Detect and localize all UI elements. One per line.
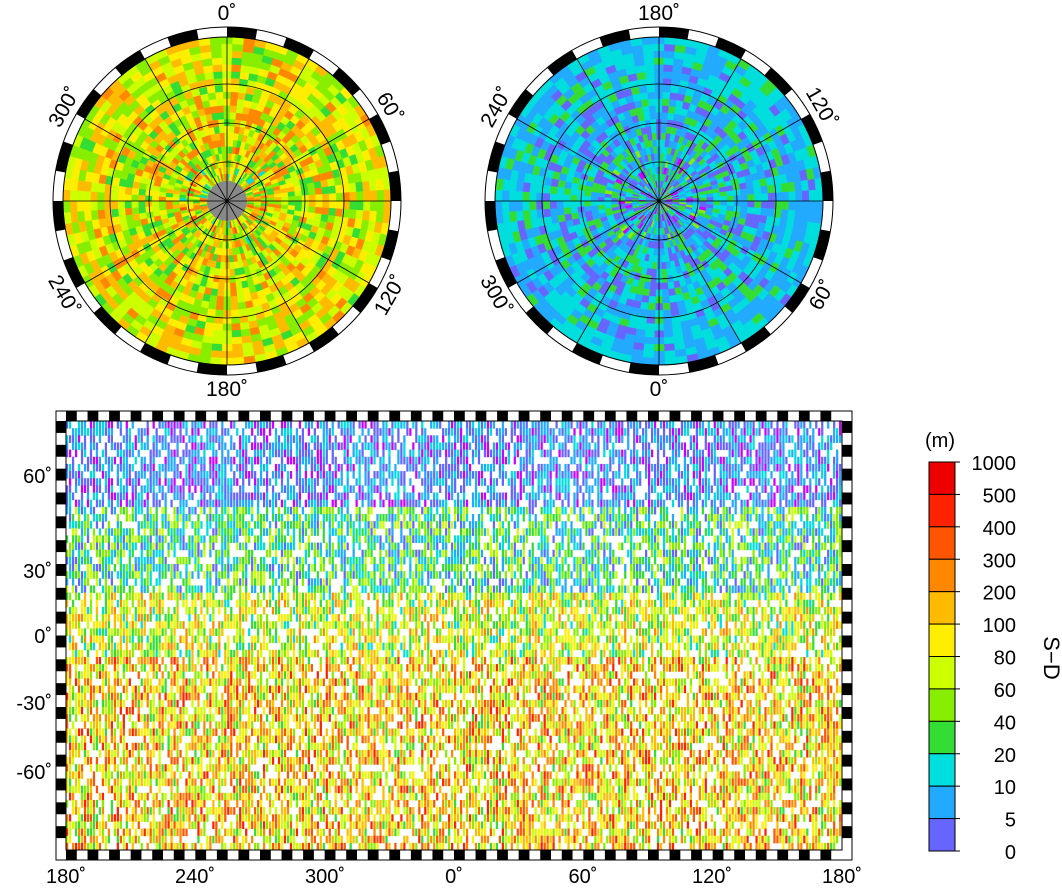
colorbar-swatch: [928, 623, 956, 657]
global-x-tick-label: 60˚: [569, 866, 598, 888]
colorbar-swatch: [928, 656, 956, 690]
colorbar: (m) 1000 500 400 300 200 100 80 60 40 20 10 5 0 S−D: [925, 430, 1062, 864]
global-x-tick-label: 180˚: [822, 866, 862, 888]
global-map-y-tick-labels: 60˚ 30˚ 0˚ -30˚ -60˚: [16, 466, 52, 784]
colorbar-swatch: [928, 591, 956, 625]
frame-tick: [352, 283, 378, 313]
frame-tick: [485, 201, 498, 232]
frame-tick: [369, 114, 391, 145]
colorbar-tick-label: 80: [994, 648, 1016, 670]
frame-tick: [784, 283, 810, 313]
polar-longitude-label: 180˚: [206, 378, 248, 401]
frame-tick: [255, 355, 287, 373]
frame-tick: [167, 29, 199, 47]
polar-longitude-label: 180˚: [638, 2, 680, 25]
frame-tick: [283, 37, 314, 59]
north-polar-graticule: [62, 36, 392, 366]
colorbar-tick-label: 500: [983, 485, 1016, 507]
frame-tick: [764, 67, 793, 96]
colorbar-tick-label: 60: [994, 680, 1016, 702]
frame-tick: [820, 170, 833, 201]
frame-tick: [813, 229, 831, 261]
colorbar-swatch: [928, 688, 956, 722]
north-polar-map[interactable]: 0˚60˚120˚180˚240˚300˚: [43, 2, 410, 401]
frame-tick: [388, 170, 401, 201]
colorbar-swatch: [928, 785, 956, 820]
frame-tick: [572, 343, 603, 365]
frame-tick: [628, 362, 659, 375]
frame-tick: [508, 89, 534, 119]
frame-tick: [309, 326, 339, 352]
global-x-tick-label: 0˚: [445, 866, 463, 888]
global-x-tick-label: 120˚: [692, 866, 732, 888]
frame-tick: [196, 362, 227, 375]
global-map-x-tick-labels: 180˚ 240˚ 300˚ 0˚ 60˚ 120˚ 180˚: [46, 866, 862, 888]
frame-tick: [140, 343, 171, 365]
south-polar-graticule: [494, 36, 824, 366]
global-y-tick-label: 30˚: [23, 561, 52, 583]
colorbar-tick-label: 20: [994, 745, 1016, 767]
frame-tick: [715, 37, 746, 59]
frame-tick: [687, 355, 719, 373]
colorbar-tick-label: 0: [1005, 842, 1016, 864]
colorbar-swatches: [928, 461, 956, 852]
frame-tick: [381, 229, 399, 261]
frame-tick: [547, 50, 577, 76]
global-map-heatmap: [66, 421, 842, 850]
frame-tick: [525, 306, 554, 335]
frame-tick: [115, 50, 145, 76]
colorbar-tick-label: 200: [983, 583, 1016, 605]
colorbar-swatch: [928, 753, 956, 787]
frame-tick: [76, 89, 102, 119]
global-x-tick-label: 240˚: [175, 866, 215, 888]
frame-tick: [599, 29, 631, 47]
frame-tick: [55, 141, 73, 173]
colorbar-swatch: [928, 461, 956, 495]
frame-tick: [227, 27, 258, 40]
global-map[interactable]: 180˚ 240˚ 300˚ 0˚ 60˚ 120˚ 180˚ 60˚ 30˚ 0˚ -30˚ -6…: [16, 410, 862, 888]
colorbar-title: S−D: [1039, 636, 1062, 679]
frame-tick: [63, 257, 85, 288]
global-y-tick-label: 0˚: [34, 626, 52, 648]
global-y-tick-label: 60˚: [23, 466, 52, 488]
colorbar-swatch: [928, 493, 956, 528]
polar-longitude-label: 0˚: [218, 2, 237, 25]
frame-tick: [332, 67, 361, 96]
colorbar-tick-label: 5: [1005, 810, 1016, 832]
colorbar-tick-label: 40: [994, 712, 1016, 734]
frame-tick: [53, 201, 66, 232]
colorbar-tick-label: 400: [983, 518, 1016, 540]
frame-tick: [487, 141, 505, 173]
colorbar-unit: (m): [925, 430, 955, 452]
colorbar-swatch: [928, 526, 956, 560]
frame-tick: [801, 114, 823, 145]
frame-tick: [659, 27, 690, 40]
colorbar-swatch: [928, 818, 956, 852]
south-polar-map[interactable]: 180˚120˚60˚0˚300˚240˚: [475, 2, 842, 401]
global-y-tick-label: -60˚: [16, 762, 52, 784]
colorbar-swatch: [928, 720, 956, 755]
colorbar-tick-label: 300: [983, 550, 1016, 572]
colorbar-tick-labels: 1000 500 400 300 200 100 80 60 40 20 10 5 0: [955, 453, 1016, 864]
colorbar-tick-label: 1000: [972, 453, 1017, 475]
colorbar-tick-label: 100: [983, 615, 1016, 637]
frame-tick: [93, 306, 122, 335]
colorbar-tick-label: 10: [994, 777, 1016, 799]
global-y-tick-label: -30˚: [16, 693, 52, 715]
frame-tick: [495, 257, 517, 288]
colorbar-swatch: [928, 558, 956, 593]
polar-longitude-label: 0˚: [650, 378, 669, 401]
frame-tick: [741, 326, 771, 352]
global-x-tick-label: 300˚: [305, 866, 345, 888]
global-x-tick-label: 180˚: [46, 866, 86, 888]
global-map-border: [65, 420, 843, 851]
